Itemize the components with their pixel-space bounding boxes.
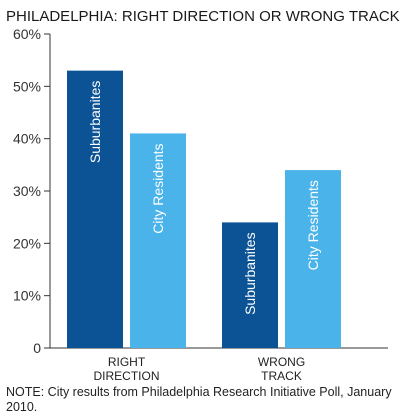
bar <box>285 170 341 348</box>
bars-group: Suburbanites City Residents Suburbanites Ci… <box>67 70 341 348</box>
category-label: DIRECTION <box>94 369 160 383</box>
bar-series-label: Suburbanites <box>242 232 258 315</box>
bar-chart: 0 10% 20% 30% 40% 50% 60% Suburbanites City Res… <box>13 26 388 383</box>
y-tick-label: 50% <box>13 78 41 94</box>
bar <box>222 222 278 348</box>
category-label: WRONG <box>258 355 305 369</box>
bar <box>67 70 123 348</box>
bar <box>130 133 186 348</box>
bar-series-label: City Residents <box>150 143 166 233</box>
chart-title: PHILADELPHIA: RIGHT DIRECTION OR WRONG T… <box>6 8 400 25</box>
y-axis-ticks: 0 10% 20% 30% 40% 50% 60% <box>13 26 50 356</box>
y-tick-label: 20% <box>13 235 41 251</box>
y-tick-label: 30% <box>13 183 41 199</box>
y-tick-label: 10% <box>13 288 41 304</box>
category-label: RIGHT <box>108 355 146 369</box>
y-tick-label: 60% <box>13 26 41 42</box>
category-label: TRACK <box>261 369 302 383</box>
bar-series-label: City Residents <box>305 180 321 270</box>
chart-note: NOTE: City results from Philadelphia Res… <box>6 385 392 414</box>
bar-series-label: Suburbanites <box>87 81 103 164</box>
y-tick-label: 40% <box>13 131 41 147</box>
y-tick-label: 0 <box>33 340 41 356</box>
